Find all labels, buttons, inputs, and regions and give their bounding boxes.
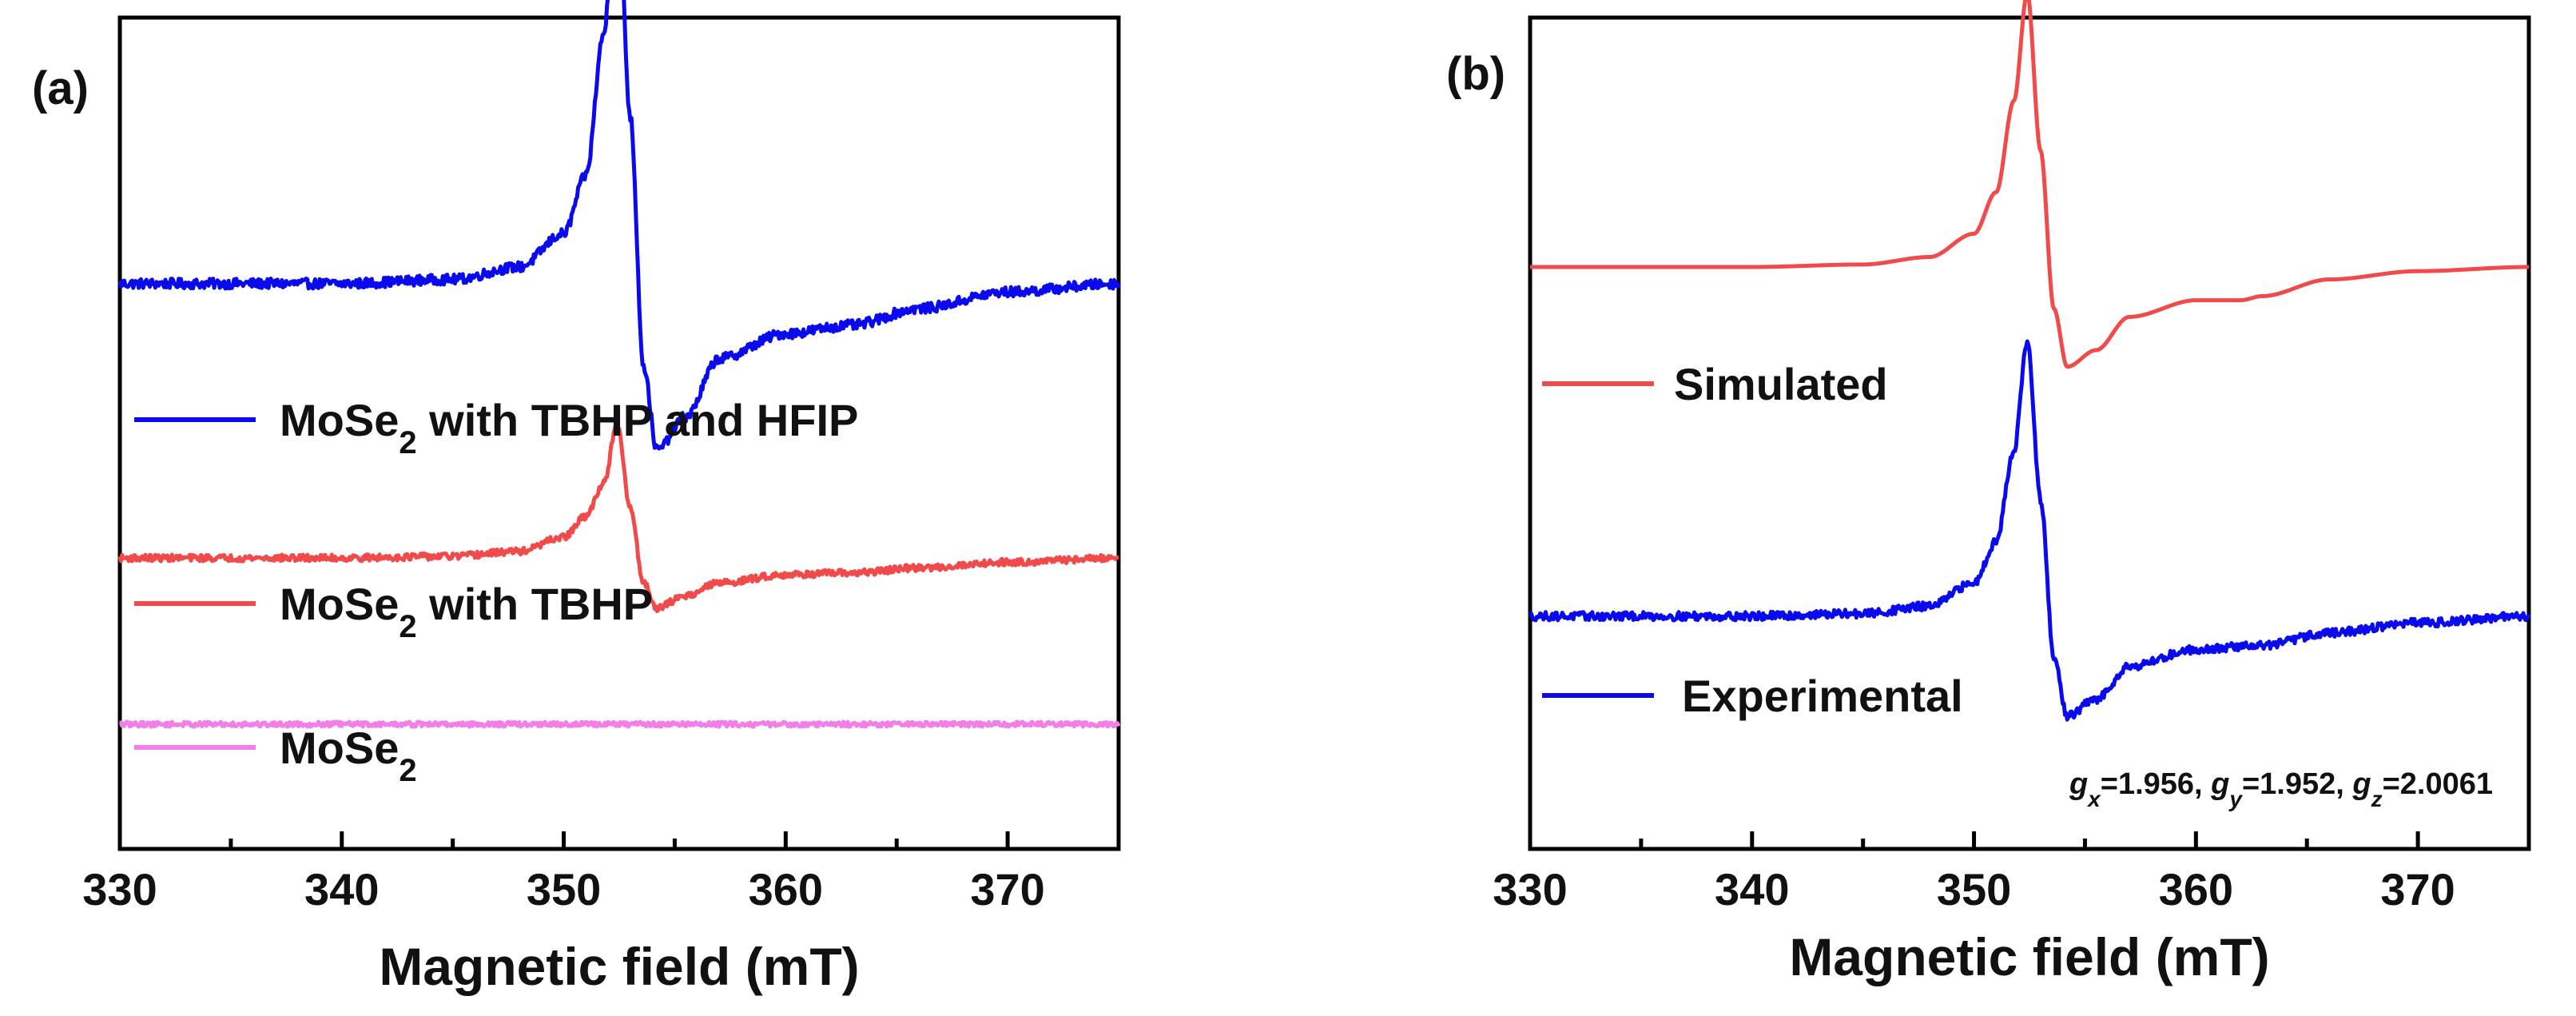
panel-b-x-tick-labels: 330 340 350 360 370 (1493, 864, 2455, 914)
x-tick-label: 350 (1937, 864, 2011, 914)
series-line-mose2-with-tbhp-and-hfip (117, 0, 1121, 451)
legend-label: Experimental (1682, 671, 1963, 721)
legend-item: MoSe2 with TBHP (134, 579, 653, 644)
panel-a: (a) 330 340 350 360 370 MoSe2 with TBHP and … (32, 0, 1121, 996)
panel-b-label: (b) (1446, 48, 1505, 100)
legend-item: MoSe2 with TBHP and HFIP (134, 395, 858, 460)
series-line-mose2-with-tbhp (117, 420, 1120, 613)
legend-item: MoSe2 (134, 723, 417, 788)
series-line-experimental (1529, 339, 2531, 722)
panel-a-x-ticks (117, 831, 1121, 849)
legend-label: MoSe2 with TBHP (280, 579, 653, 644)
panel-b-x-axis-label: Magnetic field (mT) (1789, 927, 2269, 986)
series-line-simulated (1529, 0, 2530, 369)
legend-item: Simulated (1542, 359, 1888, 409)
x-tick-label: 330 (82, 864, 157, 914)
panel-b-g-values-annotation: gx=1.956, gy=1.952, gz=2.0061 (2069, 767, 2493, 811)
panel-a-series (117, 0, 1121, 729)
panel-a-label: (a) (32, 62, 89, 114)
panel-b: (b) 330 340 350 360 370 Simulated Experimenta… (1446, 0, 2531, 986)
x-tick-label: 340 (304, 864, 379, 914)
panel-b-legend: Simulated Experimental (1542, 359, 1963, 721)
x-tick-label: 360 (749, 864, 823, 914)
legend-label: MoSe2 with TBHP and HFIP (280, 395, 858, 460)
panel-a-legend: MoSe2 with TBHP and HFIP MoSe2 with TBHP M… (134, 395, 858, 788)
panel-a-x-tick-labels: 330 340 350 360 370 (82, 864, 1045, 914)
x-tick-label: 350 (527, 864, 601, 914)
legend-label: Simulated (1674, 359, 1888, 409)
panel-b-plot-frame (1528, 15, 2531, 851)
panel-b-series (1529, 0, 2531, 722)
x-tick-label: 360 (2159, 864, 2233, 914)
x-tick-label: 370 (2380, 864, 2455, 914)
series-line-mose2 (118, 719, 1121, 729)
x-tick-label: 370 (970, 864, 1044, 914)
panel-b-x-ticks (1528, 831, 2531, 849)
legend-item: Experimental (1542, 671, 1963, 721)
panel-a-plot-frame (117, 15, 1121, 851)
legend-label: MoSe2 (280, 723, 417, 788)
x-tick-label: 340 (1715, 864, 1789, 914)
x-tick-label: 330 (1493, 864, 1567, 914)
panel-a-x-axis-label: Magnetic field (mT) (379, 937, 859, 996)
